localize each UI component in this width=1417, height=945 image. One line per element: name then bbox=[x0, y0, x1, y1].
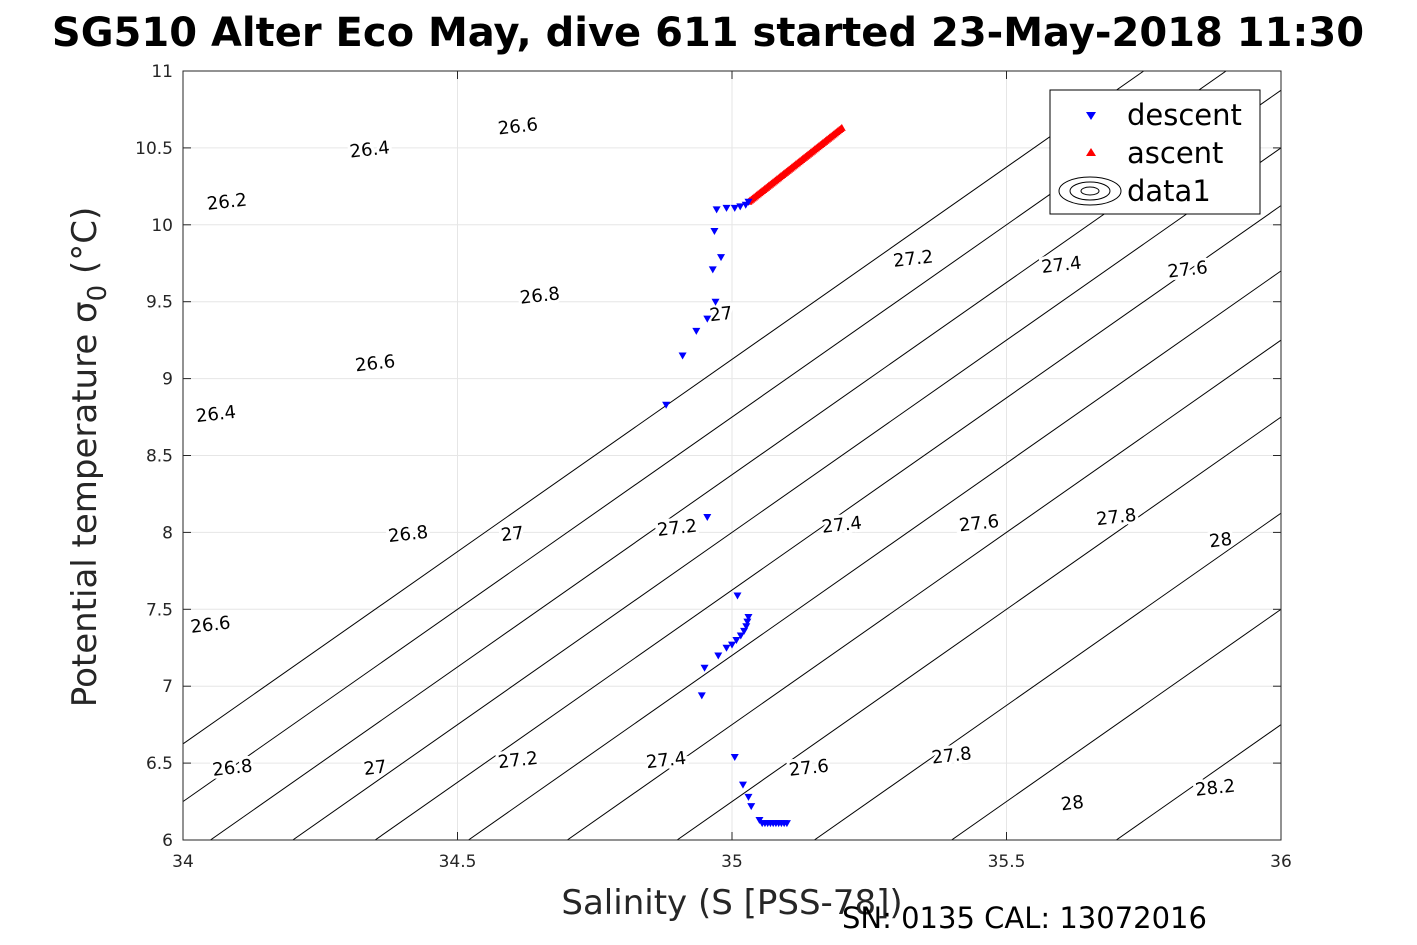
descent-point bbox=[722, 644, 731, 652]
descent-point bbox=[728, 641, 736, 649]
contour-label: 28.2 bbox=[1194, 776, 1236, 801]
chart-title: SG510 Alter Eco May, dive 611 started 23… bbox=[52, 10, 1364, 56]
contour-label: 26.6 bbox=[497, 114, 539, 139]
descent-point bbox=[736, 203, 745, 211]
contour-line bbox=[183, 71, 1227, 803]
contour-label: 28 bbox=[1060, 792, 1085, 815]
descent-point bbox=[740, 627, 749, 635]
contour-label: 27 bbox=[363, 756, 388, 779]
contour-label: 27.6 bbox=[788, 756, 830, 781]
legend-box bbox=[1049, 89, 1261, 215]
descent-point bbox=[730, 753, 739, 761]
y-tick-label: 7.5 bbox=[146, 600, 173, 620]
descent-point bbox=[744, 198, 753, 206]
x-tick-label: 34.5 bbox=[439, 852, 477, 872]
descent-point bbox=[712, 206, 721, 214]
descent-point bbox=[662, 401, 671, 409]
descent-point bbox=[703, 315, 712, 323]
x-axis-label: Salinity (S [PSS-78]) bbox=[561, 883, 902, 923]
contour-label: 27.4 bbox=[821, 513, 863, 538]
data-points bbox=[662, 123, 846, 828]
y-axis-label: Potential temperature σ0 (°C) bbox=[65, 207, 113, 707]
descent-point bbox=[744, 613, 753, 621]
contour-line bbox=[374, 204, 1281, 840]
descent-point bbox=[733, 592, 742, 600]
ascent-point bbox=[837, 123, 846, 131]
legend-descent-marker bbox=[1086, 112, 1096, 120]
descent-point bbox=[744, 793, 753, 801]
legend: descent ascent data1 bbox=[1049, 89, 1261, 215]
contour-line bbox=[676, 416, 1281, 840]
descent-point bbox=[711, 298, 720, 306]
legend-descent-label: descent bbox=[1127, 98, 1242, 132]
descent-point bbox=[738, 781, 747, 789]
contour-label: 27.4 bbox=[645, 748, 687, 773]
descent-point bbox=[730, 204, 739, 212]
x-tick-label: 34 bbox=[172, 852, 194, 872]
contour-label: 28 bbox=[1208, 529, 1233, 552]
x-tick-label: 35 bbox=[721, 852, 743, 872]
contour-label: 27.2 bbox=[497, 748, 539, 773]
y-tick-label: 9 bbox=[162, 370, 173, 390]
y-tick-label: 11 bbox=[151, 62, 173, 82]
contour-line bbox=[951, 608, 1281, 840]
contour-label: 26.2 bbox=[206, 190, 248, 215]
contour-label: 27.6 bbox=[958, 511, 1000, 536]
descent-point bbox=[782, 820, 791, 828]
contour-line bbox=[183, 71, 1145, 745]
contour-label: 27.8 bbox=[931, 743, 973, 768]
contour-line bbox=[468, 270, 1281, 840]
descent-point bbox=[742, 623, 751, 631]
legend-ascent-label: ascent bbox=[1127, 136, 1223, 170]
descent-point bbox=[700, 664, 709, 672]
descent-point bbox=[743, 618, 752, 626]
y-tick-label: 10.5 bbox=[135, 139, 173, 159]
descent-point bbox=[732, 637, 741, 645]
contour-line bbox=[567, 339, 1281, 840]
legend-contour-icon bbox=[1058, 176, 1122, 206]
y-tick-label: 8.5 bbox=[146, 447, 173, 467]
contour-label: 27.6 bbox=[1167, 257, 1209, 282]
x-tick-label: 35.5 bbox=[988, 852, 1026, 872]
descent-point bbox=[722, 204, 731, 212]
descent-point bbox=[678, 352, 687, 360]
legend-data1-label: data1 bbox=[1127, 174, 1211, 208]
contour-label: 26.8 bbox=[387, 522, 429, 547]
y-tick-label: 6 bbox=[162, 831, 173, 851]
contour-label: 27 bbox=[709, 303, 734, 326]
descent-point bbox=[708, 266, 717, 274]
y-tick-label: 9.5 bbox=[146, 293, 173, 313]
contour-label: 27.2 bbox=[892, 246, 934, 271]
axis-ticks: 34 34.5 35 35.5 36 6 6.5 7 7.5 8 8.5 9 9.5 10 10.5 11 bbox=[135, 62, 1292, 872]
contour-label: 27.2 bbox=[656, 516, 698, 541]
contour-label: 27 bbox=[500, 523, 525, 546]
descent-point bbox=[710, 227, 719, 235]
x-tick-label: 36 bbox=[1270, 852, 1292, 872]
contour-label: 26.4 bbox=[349, 137, 391, 162]
y-tick-label: 10 bbox=[151, 216, 173, 236]
contour-label: 26.8 bbox=[519, 283, 561, 308]
descent-point bbox=[747, 803, 756, 811]
contour-label: 26.6 bbox=[189, 613, 231, 638]
contour-label: 26.4 bbox=[195, 402, 237, 427]
descent-point bbox=[714, 652, 723, 660]
contour-label: 26.6 bbox=[354, 351, 396, 376]
descent-point bbox=[697, 692, 706, 700]
contour-line bbox=[814, 512, 1281, 840]
y-tick-label: 7 bbox=[162, 677, 173, 697]
contour-label: 26.8 bbox=[211, 756, 253, 781]
serial-calibration-note: SN: 0135 CAL: 13072016 bbox=[842, 901, 1207, 935]
descent-point bbox=[692, 327, 701, 335]
descent-point bbox=[703, 514, 712, 522]
descent-point bbox=[717, 254, 726, 262]
y-tick-label: 6.5 bbox=[146, 754, 173, 774]
legend-ascent-marker bbox=[1086, 148, 1096, 156]
contour-label: 27.8 bbox=[1095, 505, 1137, 530]
y-tick-label: 8 bbox=[162, 523, 173, 543]
descent-point bbox=[736, 632, 745, 640]
contour-label: 27.4 bbox=[1040, 253, 1082, 278]
